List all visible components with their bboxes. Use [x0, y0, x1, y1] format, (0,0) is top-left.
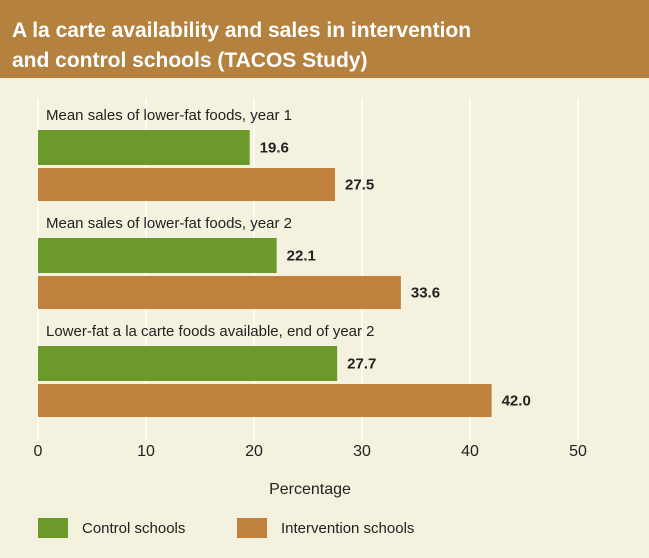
legend-label: Control schools: [82, 520, 185, 537]
x-tick-label: 20: [245, 443, 263, 460]
x-axis-label: Percentage: [269, 481, 351, 498]
x-tick-label: 10: [137, 443, 155, 460]
category-label: Mean sales of lower-fat foods, year 2: [46, 215, 292, 232]
legend-swatch: [237, 518, 267, 538]
bar: [38, 130, 250, 165]
x-tick-label: 30: [353, 443, 371, 460]
category-label: Mean sales of lower-fat foods, year 1: [46, 107, 292, 124]
legend-swatch: [38, 518, 68, 538]
bar: [38, 346, 338, 381]
x-tick-label: 50: [569, 443, 587, 460]
value-label: 33.6: [411, 284, 440, 301]
legend-label: Intervention schools: [281, 520, 414, 537]
value-label: 22.1: [287, 247, 316, 264]
category-label: Lower-fat a la carte foods available, en…: [46, 323, 375, 340]
bar: [38, 384, 492, 417]
chart-title: A la carte availability and sales in int…: [12, 19, 471, 42]
value-label: 27.7: [347, 355, 376, 372]
x-tick-label: 0: [34, 443, 43, 460]
title-banner: [0, 0, 649, 78]
x-tick-label: 40: [461, 443, 479, 460]
bar: [38, 238, 277, 273]
bar: [38, 168, 335, 201]
chart-title: and control schools (TACOS Study): [12, 49, 367, 72]
value-label: 42.0: [502, 392, 531, 409]
value-label: 19.6: [260, 139, 289, 156]
value-label: 27.5: [345, 176, 374, 193]
bar: [38, 276, 401, 309]
